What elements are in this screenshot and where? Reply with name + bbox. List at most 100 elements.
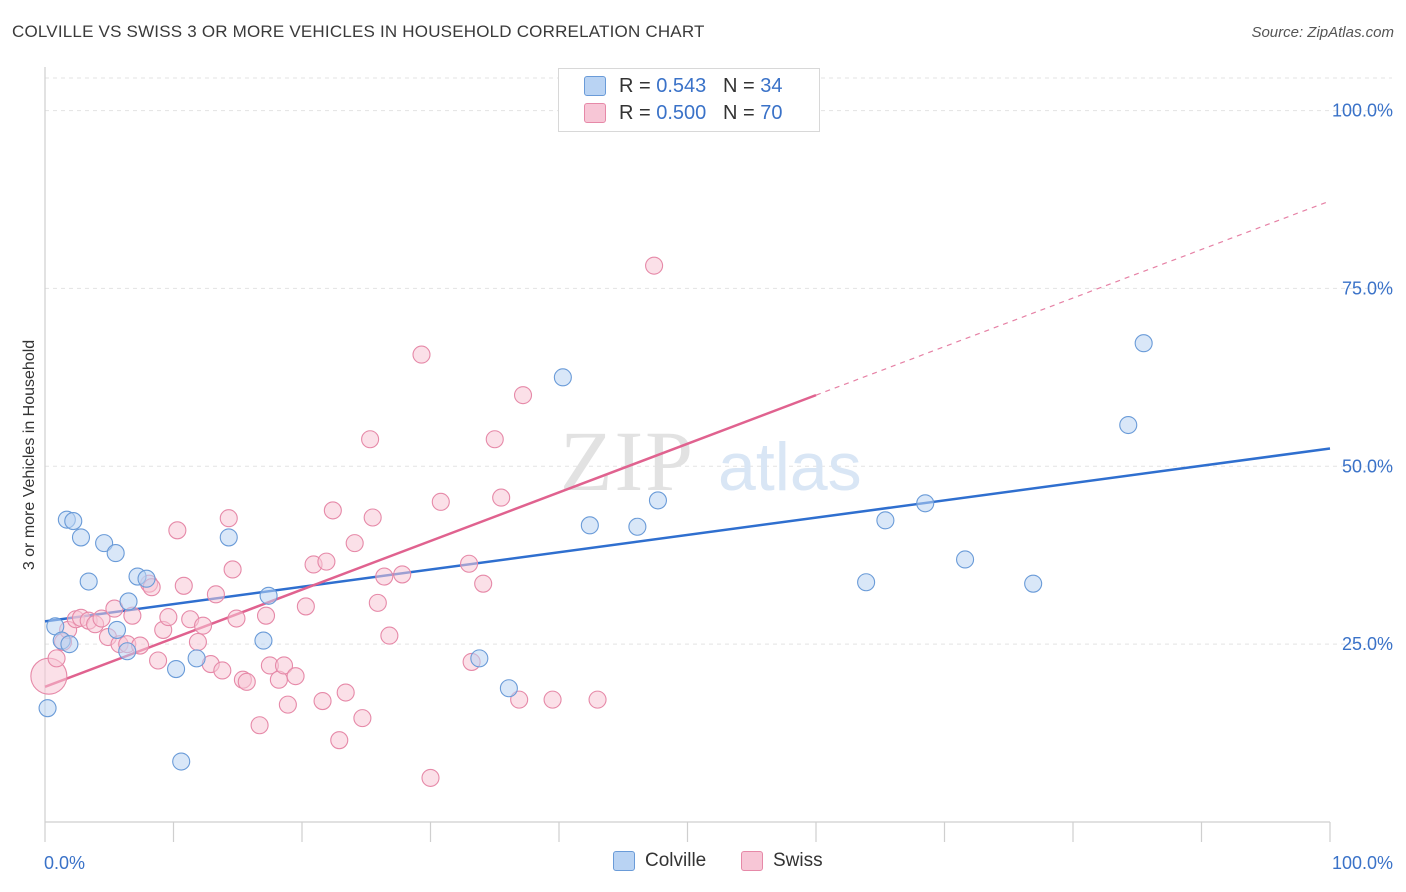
colville-swatch [584,76,606,96]
swiss-point [361,430,380,449]
swiss-point [313,692,332,711]
swiss-point [206,585,225,604]
x-tick-label-max: 100.0% [1332,853,1393,873]
colville-point [71,528,91,547]
y-tick-label: 75.0% [1342,278,1393,298]
swiss-legend-label: Swiss [773,850,823,871]
swiss-point [256,606,276,625]
colville-point [470,649,489,668]
colville-point [628,517,647,536]
colville-trend-line [44,447,1331,623]
watermark: ZIP atlas [560,413,862,509]
swiss-trend-line [44,393,817,688]
swiss-point [159,608,178,627]
colville-point [187,649,206,668]
colville-n-label: N = [722,74,761,97]
swiss-point [194,616,213,635]
swiss-point [227,609,246,628]
swiss-point [368,593,387,612]
swiss-point [174,576,193,595]
swiss-legend-swatch [741,851,763,871]
swiss-point [412,345,431,364]
colville-point [172,752,191,771]
swiss-point [213,661,232,680]
swiss-point [317,552,336,571]
legend-row-swiss: R = 0.500 N = 70 [584,100,783,126]
gridlines [45,77,1392,645]
swiss-point [250,716,269,735]
swiss-point [336,683,355,702]
colville-point [119,592,138,611]
colville-point [167,659,186,679]
swiss-point [323,501,342,520]
swiss-point [459,554,479,573]
axes [44,67,1331,842]
colville-point [137,569,156,588]
swiss-point [188,632,207,652]
legend-item-colville[interactable]: Colville [613,850,706,872]
colville-r-value: 0.543 [656,74,707,97]
swiss-point [47,649,66,668]
swiss-point [219,509,238,528]
swiss-point [345,534,364,553]
y-tick-label: 50.0% [1342,456,1393,476]
colville-point [95,534,114,553]
y-tick-label: 100.0% [1332,101,1393,121]
data-points [30,101,1153,787]
colville-r-label: R = [619,74,657,97]
source-label: Source: ZipAtlas.com [1251,24,1394,41]
swiss-point [513,386,533,405]
colville-point [107,620,127,639]
swiss-point [363,508,382,527]
swiss-point [543,690,562,709]
colville-legend-label: Colville [645,850,707,871]
colville-point [580,516,599,535]
swiss-point [645,256,664,275]
swiss-r-label: R = [619,101,657,124]
colville-point [916,494,935,513]
swiss-point [421,768,440,787]
tick-labels: 25.0% 50.0% 75.0% 100.0% 0.0% 100.0% [44,101,1393,873]
swiss-point [278,695,297,714]
swiss-point [431,492,450,511]
watermark-zip: ZIP [560,413,695,509]
colville-point [499,679,518,698]
swiss-point [492,488,511,507]
colville-point [60,635,79,654]
swiss-point [149,651,168,670]
legend-row-colville: R = 0.543 N = 34 [584,73,783,99]
swiss-point [296,597,315,616]
swiss-point [353,709,372,728]
colville-point [857,573,876,592]
colville-point [38,699,57,718]
y-tick-label: 25.0% [1342,634,1393,654]
swiss-point [474,574,493,593]
colville-point [118,642,137,661]
colville-point [648,491,667,510]
series-legend: Colville Swiss [0,850,1406,880]
colville-point [1134,334,1153,353]
trend-lines [44,200,1331,688]
swiss-trend-extension [815,200,1331,396]
swiss-point [510,690,529,709]
colville-point [259,586,278,605]
colville-point [1119,415,1138,435]
swiss-point [485,430,504,449]
swiss-n-label: N = [722,101,761,124]
colville-n-value: 34 [760,74,783,97]
swiss-n-value: 70 [760,101,783,124]
swiss-point [92,609,111,628]
legend-item-swiss[interactable]: Swiss [741,850,823,872]
swiss-point [274,656,294,675]
colville-point [219,528,238,547]
swiss-point [375,567,394,586]
colville-point [254,631,273,650]
chart-title: COLVILLE VS SWISS 3 OR MORE VEHICLES IN … [12,22,705,41]
colville-point [1024,574,1043,593]
colville-point [876,511,895,530]
colville-point [64,512,83,531]
swiss-point [105,599,124,618]
swiss-point [380,626,399,645]
colville-legend-swatch [613,851,635,871]
